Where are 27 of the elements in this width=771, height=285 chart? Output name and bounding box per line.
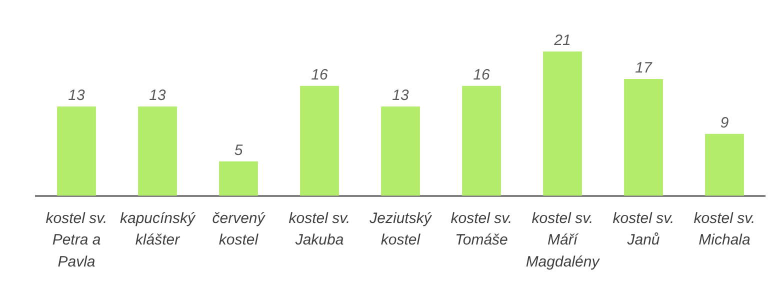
bar bbox=[543, 51, 582, 196]
bar bbox=[705, 134, 744, 196]
x-tick-label: kostel sv. Janů bbox=[612, 210, 674, 249]
x-tick-label: kapucínský klášter bbox=[120, 210, 197, 249]
data-label: 13 bbox=[149, 87, 166, 104]
data-label: 5 bbox=[234, 142, 244, 160]
data-label: 9 bbox=[720, 114, 730, 132]
x-tick-label: kostel sv. Máří Magdalény bbox=[526, 210, 601, 270]
x-tick-label: kostel sv. Jakuba bbox=[288, 210, 350, 249]
data-label: 16 bbox=[473, 66, 490, 84]
x-tick-label: kostel sv. Petra a Pavla bbox=[46, 210, 108, 270]
x-tick-label: červený kostel bbox=[212, 210, 266, 249]
data-label: 16 bbox=[311, 66, 328, 84]
data-label: 13 bbox=[68, 87, 86, 104]
bar bbox=[462, 86, 501, 196]
bar bbox=[300, 86, 339, 196]
x-tick-label: kostel sv. Tomáše bbox=[450, 210, 512, 249]
bar bbox=[219, 161, 258, 196]
bar bbox=[57, 106, 96, 196]
x-tick-label: Jeziutský kostel bbox=[368, 210, 433, 249]
data-label: 17 bbox=[635, 60, 652, 77]
data-label: 13 bbox=[392, 87, 410, 104]
bar bbox=[381, 106, 420, 196]
data-label: 21 bbox=[553, 32, 571, 50]
x-tick-label: kostel sv. Michala bbox=[694, 210, 756, 249]
bar bbox=[138, 106, 177, 196]
bar bbox=[624, 78, 663, 196]
